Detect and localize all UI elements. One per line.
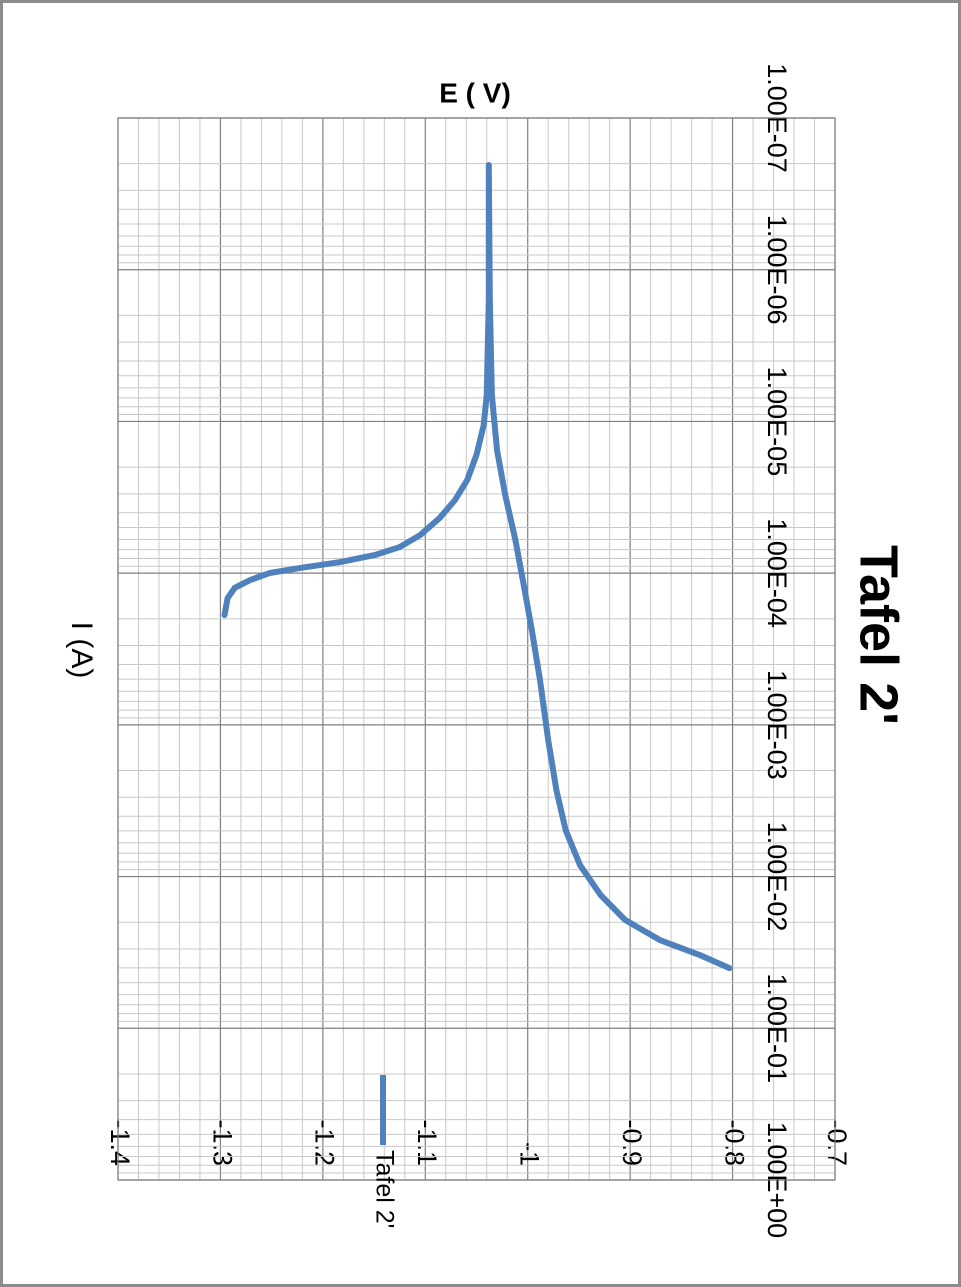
chart-title: Tafel 2' [849, 545, 909, 725]
x-tick-label: 1.00E-01 [762, 973, 792, 1083]
x-axis-title: I (A) [65, 622, 98, 679]
y-tick-label: -1.3 [207, 1119, 237, 1166]
x-tick-label: 1.00E-02 [762, 822, 792, 932]
x-tick-label: 1.00E-06 [762, 215, 792, 325]
y-axis-title: E ( V) [439, 77, 511, 108]
y-tick-label: -1.1 [412, 1119, 442, 1166]
y-tick-label: -0.8 [719, 1119, 749, 1166]
y-tick-label: -0.9 [617, 1119, 647, 1166]
x-tick-label: 1.00E-03 [762, 670, 792, 780]
y-tick-label: -0.7 [822, 1119, 852, 1166]
data-line [221, 161, 733, 972]
plot-border [117, 117, 836, 1181]
x-tick-label: 1.00E-05 [762, 367, 792, 477]
rotated-chart: Tafel 2' E ( V) I (A) -1.4 -1.3 -1.2 -1.1 -1… [65, 63, 909, 1238]
y-tick-label: -1 [515, 1142, 545, 1166]
y-tick-label: -1.2 [310, 1119, 340, 1166]
x-tick-label: 1.00E-04 [762, 518, 792, 628]
plot-area [118, 118, 835, 1180]
y-tick-label: -1.4 [105, 1119, 135, 1166]
legend-label: Tafel 2' [370, 1150, 398, 1228]
